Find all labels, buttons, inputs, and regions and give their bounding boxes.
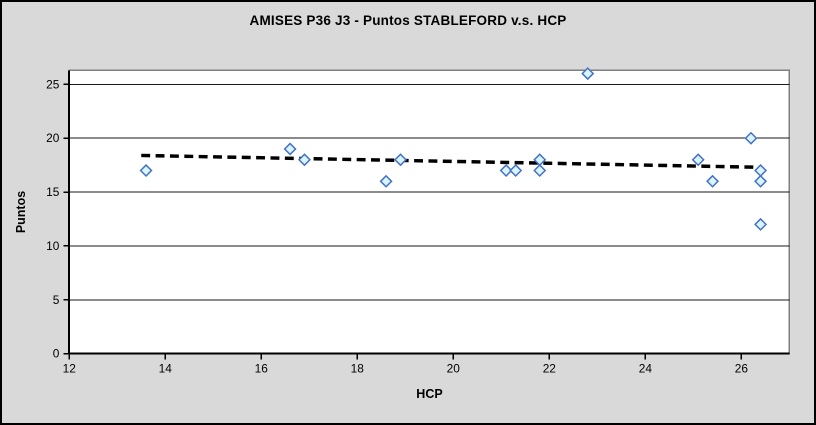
x-tick-label: 18 (351, 361, 365, 375)
x-axis-label: HCP (416, 387, 443, 401)
y-axis-label: Puntos (14, 190, 28, 234)
data-point (509, 164, 523, 178)
data-point (379, 174, 393, 188)
x-tick-label: 16 (255, 361, 269, 375)
data-point (754, 174, 768, 188)
data-point (393, 153, 407, 167)
data-point (533, 164, 547, 178)
data-point (744, 131, 758, 145)
trendline (141, 153, 761, 170)
data-point (297, 153, 311, 167)
data-point (283, 142, 297, 156)
data-point (499, 164, 513, 178)
x-tick-label: 22 (543, 361, 556, 375)
data-point (691, 153, 705, 167)
x-tick-label: 26 (735, 361, 749, 375)
x-tick-label: 14 (159, 361, 173, 375)
y-tick-label: 10 (46, 239, 60, 253)
data-point (754, 164, 768, 178)
data-point (533, 153, 547, 167)
chart-title: AMISES P36 J3 - Puntos STABLEFORD v.s. H… (249, 13, 567, 28)
y-tick-label: 0 (53, 347, 60, 361)
y-tick-label: 20 (46, 131, 60, 145)
y-tick-label: 25 (46, 77, 60, 91)
data-point (754, 217, 768, 231)
data-point (706, 174, 720, 188)
plot-area (68, 69, 791, 355)
data-point (139, 164, 153, 178)
x-tick-label: 12 (63, 361, 76, 375)
x-tick-label: 24 (639, 361, 653, 375)
data-point (581, 67, 595, 81)
y-tick-label: 5 (53, 293, 60, 307)
y-tick-label: 15 (46, 185, 60, 199)
x-tick-label: 20 (447, 361, 461, 375)
